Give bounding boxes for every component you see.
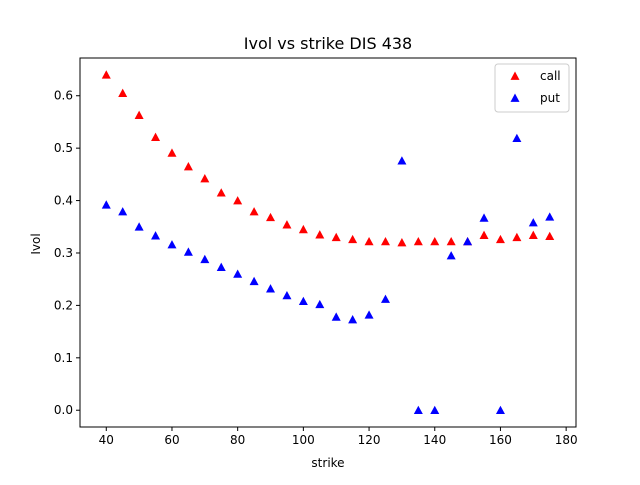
- put-point: [495, 405, 505, 415]
- call-point: [216, 188, 226, 197]
- call-point: [298, 224, 308, 234]
- call-point: [413, 236, 423, 246]
- put-point: [249, 276, 259, 286]
- x-axis-label: strike: [311, 456, 344, 470]
- put-point: [446, 251, 456, 260]
- put-point: [479, 213, 489, 222]
- call-point: [167, 148, 177, 157]
- y-tick-label: 0.2: [54, 298, 73, 312]
- series-put: [101, 133, 555, 415]
- put-point: [430, 405, 440, 415]
- x-tick-label: 80: [230, 433, 245, 447]
- call-point: [380, 236, 390, 246]
- legend-marker-put: [510, 93, 520, 102]
- x-tick-label: 180: [555, 433, 578, 447]
- call-point: [512, 232, 522, 242]
- legend-marker-call: [510, 71, 520, 80]
- call-point: [397, 238, 407, 247]
- chart-title: Ivol vs strike DIS 438: [244, 34, 412, 53]
- legend-label-call: call: [540, 69, 561, 83]
- call-point: [183, 161, 193, 171]
- put-point: [200, 254, 210, 264]
- put-point: [101, 200, 111, 209]
- call-point: [249, 207, 259, 216]
- y-tick-label: 0.5: [54, 141, 73, 155]
- series-call: [101, 70, 555, 247]
- plot-frame: [79, 57, 577, 428]
- x-tick-label: 140: [423, 433, 446, 447]
- call-point: [200, 174, 210, 183]
- put-point: [331, 312, 341, 321]
- put-point: [118, 207, 128, 216]
- put-point: [233, 269, 243, 278]
- put-point: [348, 315, 358, 324]
- legend: call put: [494, 63, 570, 113]
- plot-area: [79, 57, 577, 428]
- call-point: [364, 236, 374, 246]
- x-tick-label: 60: [164, 433, 179, 447]
- call-point: [348, 234, 358, 244]
- x-tick-label: 40: [99, 433, 114, 447]
- put-point: [463, 236, 473, 246]
- put-point: [151, 231, 161, 240]
- put-point: [545, 212, 555, 221]
- call-point: [101, 70, 111, 79]
- legend-label-put: put: [540, 91, 560, 105]
- put-point: [282, 290, 292, 300]
- call-point: [479, 230, 489, 239]
- call-point: [151, 132, 161, 141]
- put-point: [413, 405, 423, 415]
- put-point: [298, 296, 308, 306]
- call-point: [331, 232, 341, 242]
- put-point: [512, 133, 522, 143]
- put-point: [380, 294, 390, 303]
- data-points: [101, 70, 555, 415]
- call-point: [266, 212, 276, 222]
- call-point: [495, 234, 505, 244]
- y-tick-label: 0.1: [54, 351, 73, 365]
- put-point: [315, 299, 325, 309]
- y-tick-label: 0.4: [54, 194, 73, 208]
- call-point: [282, 220, 292, 229]
- x-axis-ticks: 40 60 80 100 120 140 160 180: [99, 427, 578, 447]
- call-point: [118, 88, 128, 97]
- call-point: [446, 236, 456, 246]
- y-tick-label: 0.6: [54, 89, 73, 103]
- call-point: [233, 196, 243, 205]
- call-point: [528, 230, 538, 239]
- call-point: [430, 236, 440, 246]
- put-point: [397, 156, 407, 165]
- put-point: [216, 262, 226, 271]
- put-point: [364, 310, 374, 319]
- y-axis-label: Ivol: [29, 233, 43, 254]
- y-axis-ticks: 0.0 0.1 0.2 0.3 0.4 0.5 0.6: [54, 89, 80, 417]
- y-tick-label: 0.0: [54, 403, 73, 417]
- x-tick-label: 160: [489, 433, 512, 447]
- put-point: [183, 247, 193, 256]
- put-point: [167, 240, 177, 249]
- x-tick-label: 100: [292, 433, 315, 447]
- call-point: [545, 231, 555, 241]
- x-tick-label: 120: [358, 433, 381, 447]
- put-point: [266, 284, 276, 293]
- call-point: [315, 230, 325, 239]
- put-point: [528, 218, 538, 227]
- y-tick-label: 0.3: [54, 246, 73, 260]
- put-point: [134, 222, 144, 231]
- call-point: [134, 110, 144, 119]
